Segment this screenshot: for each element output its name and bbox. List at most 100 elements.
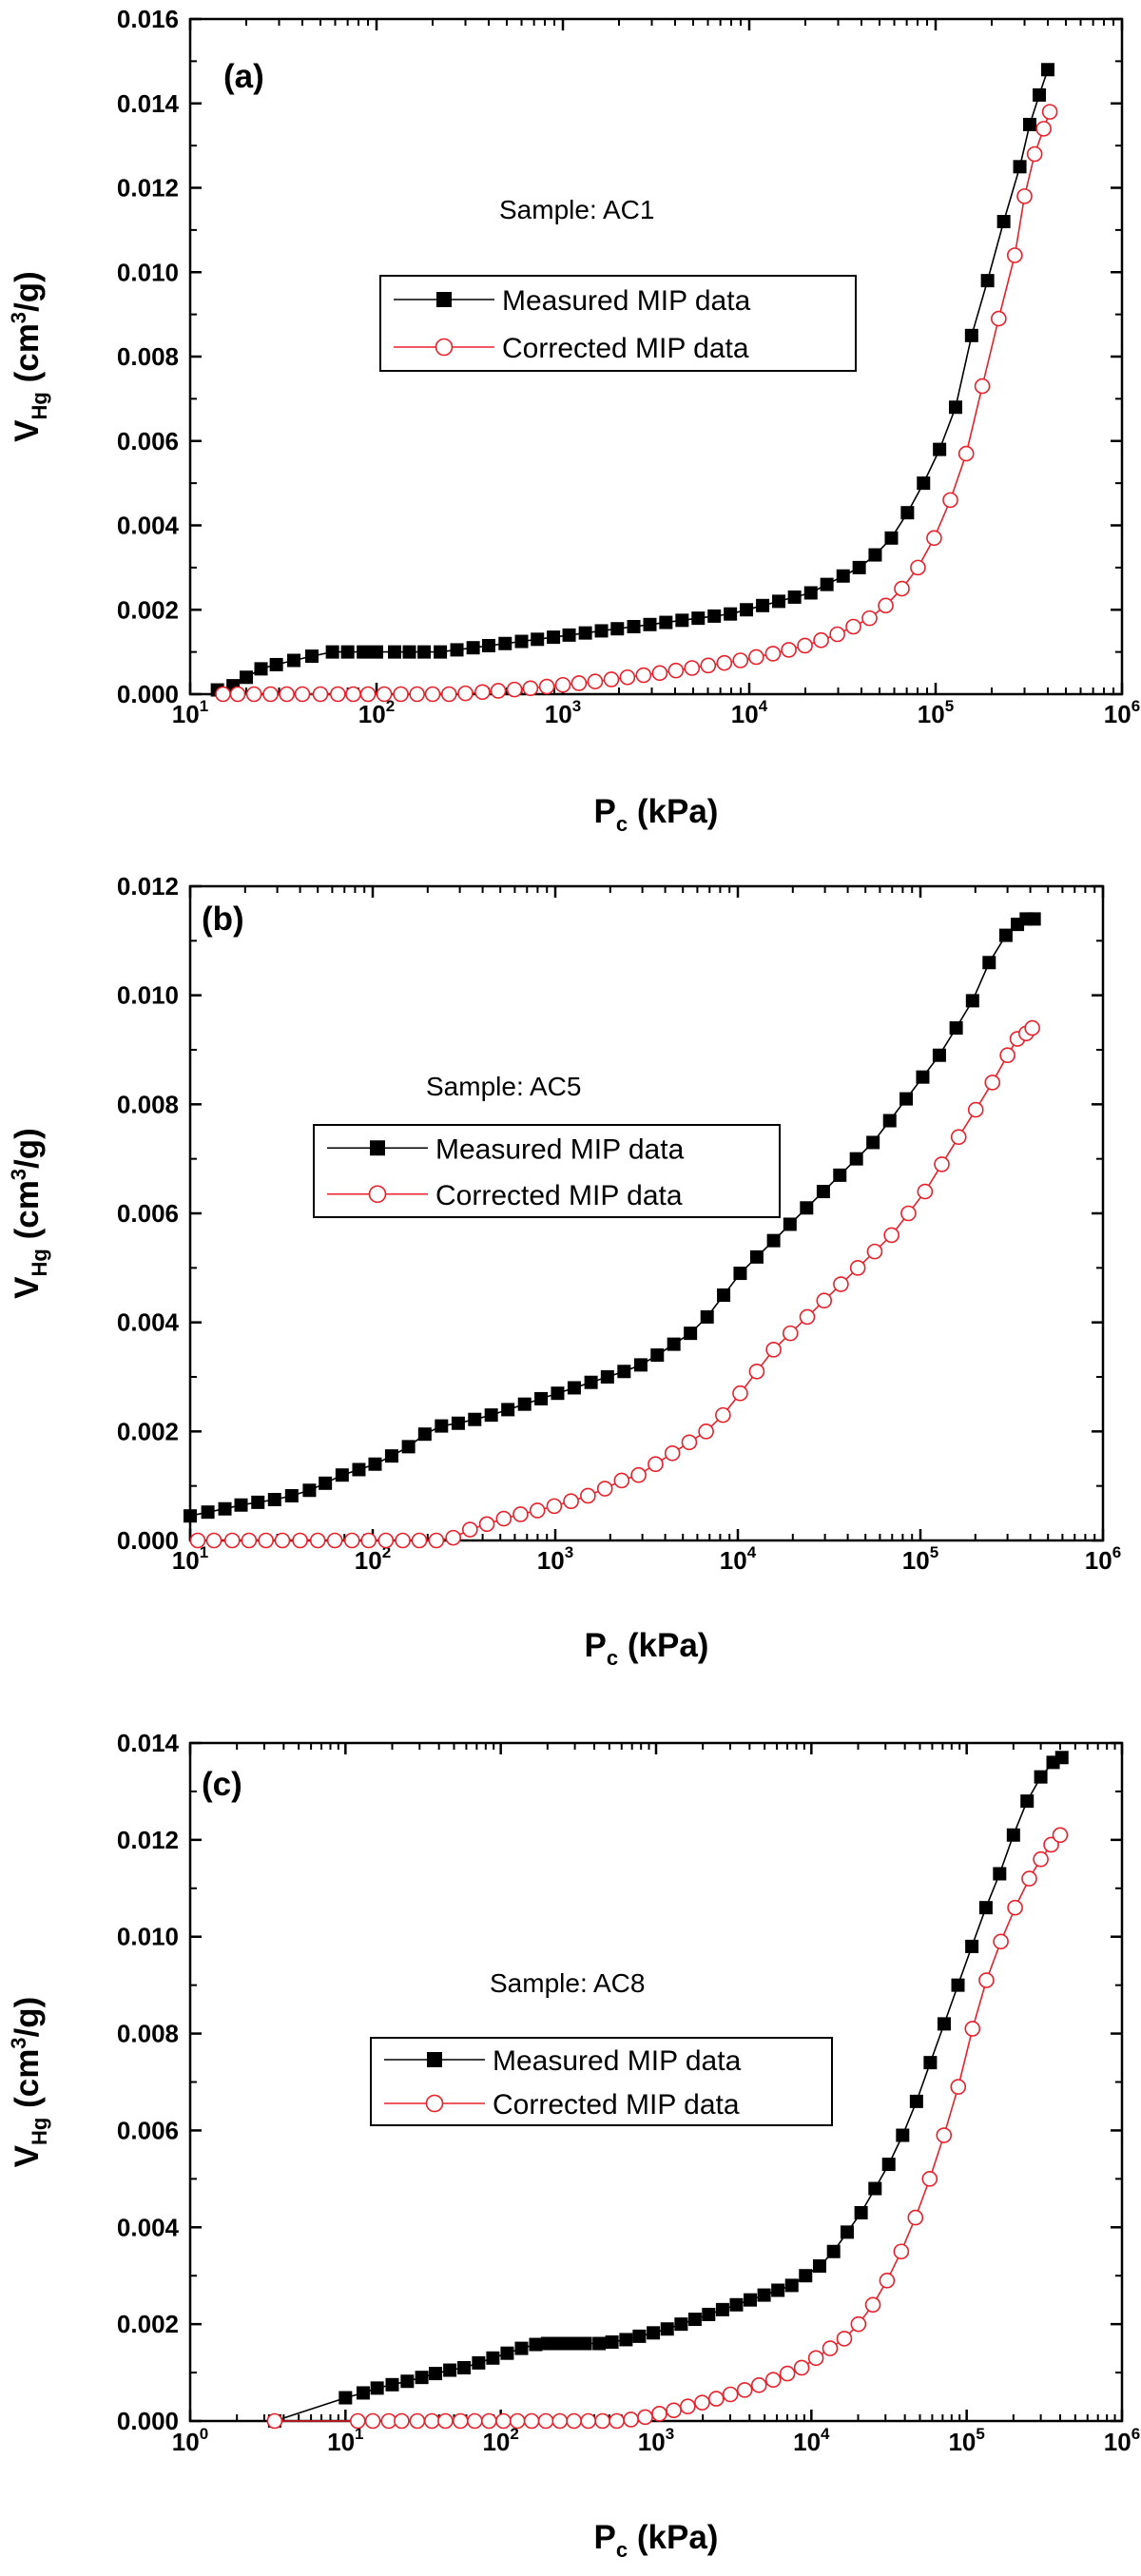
legend-marker-circle <box>435 338 454 357</box>
data-point <box>648 1456 664 1473</box>
data-point <box>482 638 496 652</box>
data-point <box>287 653 301 668</box>
data-point <box>434 645 448 659</box>
x-axis-label-sub: c <box>616 812 628 836</box>
x-tick-exponent: 4 <box>747 1543 757 1561</box>
data-point <box>991 310 1007 327</box>
data-point <box>934 1156 950 1172</box>
data-point <box>610 622 625 636</box>
data-point <box>921 2171 938 2187</box>
x-tick-exponent: 2 <box>510 2425 518 2443</box>
data-point <box>1020 1794 1035 1809</box>
legend-entry: Corrected MIP data <box>435 1180 683 1211</box>
y-tick-label: 0.002 <box>117 595 179 624</box>
data-point <box>376 686 393 703</box>
data-point <box>443 2363 457 2377</box>
series-1 <box>210 63 1055 697</box>
data-point <box>457 685 474 702</box>
data-point <box>1054 1751 1069 1765</box>
data-point <box>803 586 818 600</box>
data-point <box>266 2412 283 2430</box>
y-tick-label: 0.006 <box>117 1199 179 1228</box>
x-axis-label: Pc (kPa) <box>594 2519 719 2562</box>
data-point <box>562 628 576 642</box>
data-point <box>715 1406 731 1424</box>
data-point <box>343 1532 360 1549</box>
data-point <box>417 645 432 659</box>
x-tick-label: 103 <box>537 1543 573 1575</box>
series-line <box>197 1027 1034 1541</box>
data-point <box>787 590 802 604</box>
data-point <box>547 630 561 645</box>
x-axis-label: Pc (kPa) <box>585 1627 709 1670</box>
data-point <box>514 634 529 649</box>
data-point <box>964 2021 981 2037</box>
data-point <box>772 594 786 609</box>
data-point <box>309 1532 326 1549</box>
data-point <box>724 607 738 621</box>
data-point <box>578 626 592 640</box>
x-tick-base: 10 <box>1104 700 1131 728</box>
data-point <box>380 2412 397 2430</box>
legend-entry: Measured MIP data <box>435 1133 685 1165</box>
legend: Measured MIP data Corrected MIP data <box>313 1124 781 1218</box>
data-point <box>722 2386 739 2403</box>
data-point <box>258 1532 274 1549</box>
x-tick-label: 100 <box>172 2425 208 2456</box>
data-point <box>480 2412 497 2430</box>
series-2 <box>215 104 1058 703</box>
x-tick-label: 102 <box>482 2425 518 2456</box>
data-point <box>868 2181 882 2196</box>
data-point <box>667 662 685 679</box>
data-point <box>501 1403 515 1417</box>
x-tick-label: 101 <box>327 2425 363 2456</box>
data-point <box>546 1498 563 1515</box>
data-point <box>215 686 231 703</box>
x-tick-exponent: 4 <box>759 697 768 715</box>
data-point <box>1041 63 1055 77</box>
data-point <box>700 657 717 674</box>
data-point <box>965 1939 979 1953</box>
data-point <box>435 1419 449 1433</box>
data-point <box>360 1532 377 1549</box>
x-tick-label: 104 <box>793 2425 830 2456</box>
sample-annotation: Sample: AC1 <box>499 195 654 224</box>
x-tick-exponent: 6 <box>1112 1543 1121 1561</box>
data-point <box>240 670 254 685</box>
data-point <box>529 1502 546 1519</box>
data-point <box>587 673 604 689</box>
data-point <box>883 1227 899 1244</box>
data-point <box>651 2406 667 2422</box>
y-tick-label: 0.014 <box>117 89 180 118</box>
x-tick-exponent: 6 <box>1131 697 1140 715</box>
legend-marker-square <box>427 2052 442 2067</box>
data-point <box>771 2283 785 2297</box>
x-tick-exponent: 2 <box>386 697 395 715</box>
x-tick-label: 102 <box>358 697 395 728</box>
data-point <box>424 686 441 703</box>
data-point <box>241 1532 258 1549</box>
data-point <box>907 2209 924 2226</box>
data-point <box>733 1267 747 1281</box>
data-point <box>506 681 523 698</box>
data-point <box>878 597 894 614</box>
data-point <box>340 645 355 659</box>
y-axis-label: VHg (cm3/g) <box>7 1997 51 2168</box>
data-point <box>951 1978 965 1992</box>
y-axis-label-unit-end: /g) <box>9 1128 46 1169</box>
data-point <box>744 2293 758 2307</box>
data-point <box>965 994 979 1008</box>
y-tick-label: 0.010 <box>117 981 179 1010</box>
y-axis-label-main: V <box>9 419 46 442</box>
data-point <box>523 2412 540 2430</box>
y-axis-label-unit-end: /g) <box>9 1997 46 2038</box>
data-point <box>630 1466 647 1483</box>
data-point <box>514 2341 529 2355</box>
data-point <box>793 2359 810 2376</box>
data-point <box>411 1532 428 1549</box>
x-tick-base: 10 <box>638 2428 666 2456</box>
data-point <box>554 676 571 693</box>
x-axis-label: Pc (kPa) <box>594 793 719 836</box>
data-point <box>292 1532 308 1549</box>
data-point <box>650 1348 665 1363</box>
